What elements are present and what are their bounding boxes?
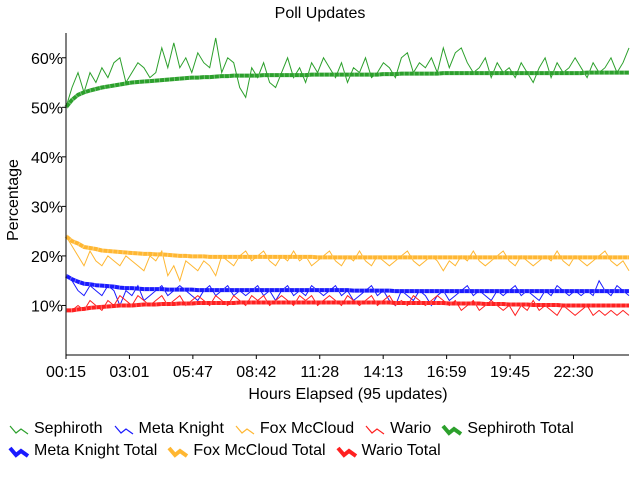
legend-label: Sephiroth Total <box>467 420 574 437</box>
legend-item: Meta Knight Total <box>8 442 157 460</box>
series-line-texture <box>64 234 629 260</box>
series-line-texture <box>64 273 629 294</box>
legend-label: Wario <box>390 420 432 437</box>
y-tick-label: 30% <box>31 199 63 216</box>
legend-label: Sephiroth <box>34 420 103 437</box>
y-tick-label: 20% <box>31 249 63 266</box>
x-tick-label: 19:45 <box>490 364 530 381</box>
y-tick-label: 50% <box>31 100 63 117</box>
legend-label: Meta Knight <box>138 420 224 437</box>
series-line <box>66 300 629 313</box>
legend-label: Fox McCloud Total <box>193 442 326 459</box>
legend-label: Wario Total <box>361 442 441 459</box>
chart-title: Poll Updates <box>275 5 366 22</box>
series-line <box>64 234 629 260</box>
legend-swatch-line <box>8 446 30 458</box>
legend-swatch <box>441 424 463 436</box>
y-tick-label: 40% <box>31 150 63 167</box>
series-line <box>64 70 629 109</box>
legend-item: Sephiroth <box>8 420 103 438</box>
y-tick-label: 10% <box>31 298 63 315</box>
legend-swatch <box>114 425 133 435</box>
legend-swatch <box>336 446 357 458</box>
x-axis: 00:15 03:01 05:47 08:42 11:28 14:13 16:59 19:45… <box>46 354 629 381</box>
series-sephiroth <box>65 37 630 108</box>
legend-swatch-line <box>235 425 255 435</box>
y-axis-label: Percentage <box>5 159 22 241</box>
legend-label: Meta Knight Total <box>34 442 158 459</box>
x-tick-label: 03:01 <box>109 364 149 381</box>
x-axis-label: Hours Elapsed (95 updates) <box>248 386 447 403</box>
legend-swatch-line <box>441 424 463 436</box>
x-tick-label: 11:28 <box>300 364 339 381</box>
legend: Sephiroth Meta Knight Fox McCloud Wario Seph… <box>8 418 632 462</box>
x-tick-label: 05:47 <box>173 364 213 381</box>
x-tick-label: 14:13 <box>363 364 403 381</box>
legend-swatch <box>365 425 385 435</box>
series-line <box>65 37 630 108</box>
legend-item: Fox McCloud <box>234 420 354 438</box>
legend-item: Fox McCloud Total <box>167 442 326 460</box>
legend-row: Meta Knight Total Fox McCloud Total Wario … <box>8 440 632 462</box>
series-sephiroth-total <box>64 70 629 109</box>
legend-swatch <box>8 446 30 458</box>
legend-swatch <box>9 425 29 435</box>
series-line <box>64 273 629 294</box>
legend-item: Sephiroth Total <box>441 420 574 438</box>
legend-row: Sephiroth Meta Knight Fox McCloud Wario Seph… <box>8 418 632 440</box>
x-tick-label: 08:42 <box>236 364 276 381</box>
legend-item: Meta Knight <box>113 420 224 438</box>
x-tick-label: 22:30 <box>553 364 593 381</box>
series-wario-total <box>66 300 629 313</box>
series-line-texture <box>64 70 629 109</box>
legend-swatch-line <box>336 446 357 458</box>
legend-swatch-line <box>114 425 133 435</box>
legend-swatch <box>235 425 255 435</box>
plot-area <box>64 37 630 317</box>
legend-swatch-line <box>167 446 189 458</box>
legend-item: Wario <box>364 420 431 438</box>
x-tick-label: 16:59 <box>427 364 467 381</box>
y-axis: 10% 20% 30% 40% 50% 60% <box>31 33 67 355</box>
y-tick-label: 60% <box>31 51 63 68</box>
legend-item: Wario Total <box>336 442 441 460</box>
series-fox-mccloud-total <box>64 234 629 260</box>
legend-label: Fox McCloud <box>259 420 355 437</box>
legend-swatch-line <box>9 425 29 435</box>
legend-swatch-line <box>365 425 385 435</box>
legend-swatch <box>167 446 189 458</box>
x-tick-label: 00:15 <box>46 364 86 381</box>
series-meta-knight-total <box>64 273 629 294</box>
